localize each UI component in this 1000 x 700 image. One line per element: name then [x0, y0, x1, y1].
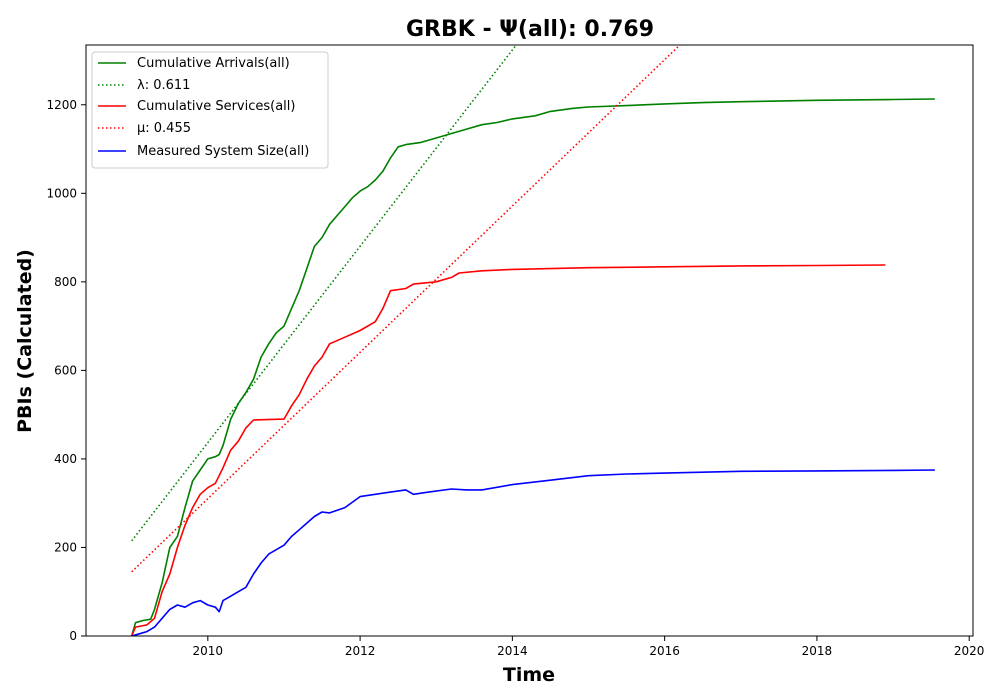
- series-lambda-fit: [131, 45, 517, 542]
- y-tick-label: 1200: [46, 98, 77, 112]
- legend-label-mu: μ: 0.455: [137, 121, 191, 136]
- series-cumulative-services: [130, 264, 886, 636]
- chart-title: GRBK - Ψ(all): 0.769: [406, 17, 654, 42]
- series-cumulative-arrivals: [130, 98, 935, 636]
- x-tick-label: 2018: [802, 644, 833, 658]
- y-tick-label: 1000: [46, 186, 77, 200]
- legend-box: [91, 51, 329, 169]
- x-tick-label: 2010: [193, 644, 224, 658]
- x-axis: 2010 2012 2014 2016 2018 2020: [193, 636, 985, 658]
- legend: Cumulative Arrivals(all) λ: 0.611 Cumula…: [91, 51, 329, 169]
- plot-frame: [85, 44, 974, 637]
- x-tick-label: 2014: [497, 644, 528, 658]
- y-tick-label: 800: [54, 275, 77, 289]
- y-axis-label: PBIs (Calculated): [14, 249, 36, 433]
- series-measured-system-size: [131, 469, 935, 636]
- y-axis: 0 200 400 600 800 1000 1200: [46, 98, 86, 643]
- x-tick-label: 2020: [954, 644, 985, 658]
- legend-label-services: Cumulative Services(all): [137, 99, 295, 114]
- y-tick-label: 200: [54, 540, 77, 554]
- x-tick-label: 2012: [345, 644, 376, 658]
- legend-label-system-size: Measured System Size(all): [137, 144, 309, 159]
- legend-label-lambda: λ: 0.611: [137, 78, 190, 93]
- legend-label-arrivals: Cumulative Arrivals(all): [137, 56, 290, 71]
- y-tick-label: 0: [69, 629, 77, 643]
- series-layer: [130, 45, 935, 636]
- y-tick-label: 600: [54, 363, 77, 377]
- x-axis-label: Time: [503, 664, 555, 686]
- y-tick-label: 400: [54, 452, 77, 466]
- x-tick-label: 2016: [649, 644, 680, 658]
- series-mu-fit: [131, 45, 681, 573]
